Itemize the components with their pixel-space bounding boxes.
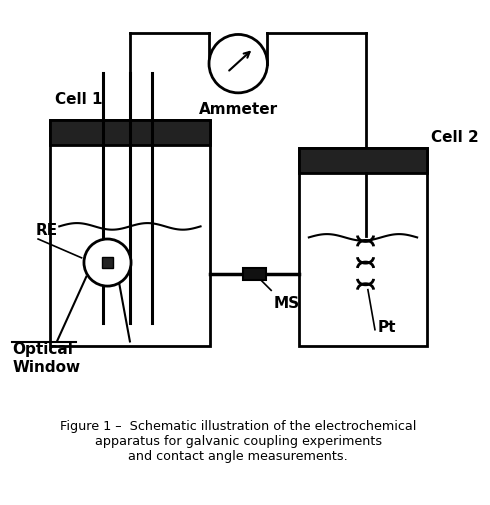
FancyBboxPatch shape [50,121,210,145]
FancyBboxPatch shape [102,258,113,268]
Text: RE: RE [36,222,58,237]
Text: Cell 2: Cell 2 [431,129,479,144]
Text: Ammeter: Ammeter [198,102,278,117]
FancyBboxPatch shape [50,121,210,346]
Text: Optical
Window: Optical Window [12,342,80,374]
FancyBboxPatch shape [299,149,427,346]
Circle shape [209,35,268,93]
FancyBboxPatch shape [244,268,266,280]
Text: MS: MS [273,295,300,311]
Circle shape [84,239,131,286]
Text: Cell 1: Cell 1 [54,92,102,107]
Text: Figure 1 –  Schematic illustration of the electrochemical
apparatus for galvanic: Figure 1 – Schematic illustration of the… [60,419,416,462]
Text: Pt: Pt [377,320,396,335]
FancyBboxPatch shape [299,149,427,174]
